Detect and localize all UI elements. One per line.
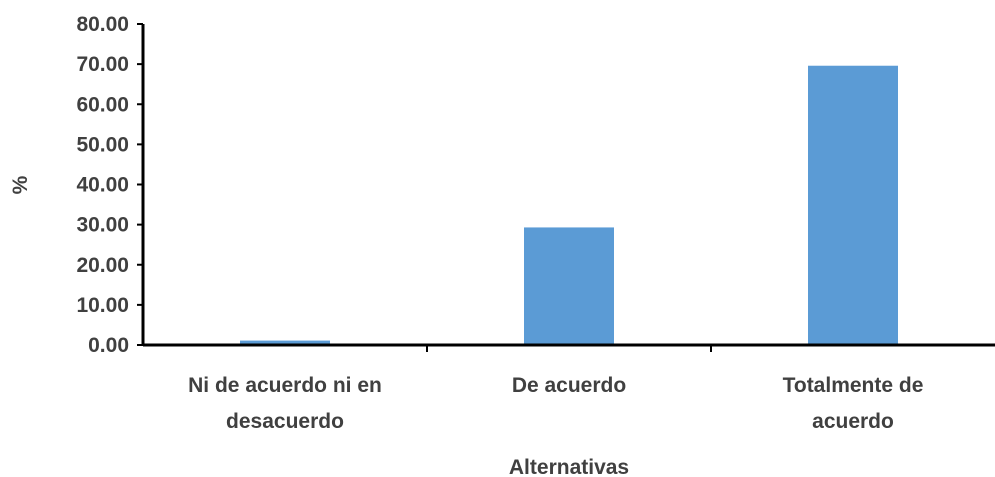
bar (240, 340, 330, 345)
y-tick-label: 80.00 (76, 13, 129, 36)
y-tick-label: 10.00 (76, 294, 129, 317)
x-category-label: Ni de acuerdo ni en (188, 374, 382, 397)
y-tick-label: 50.00 (76, 133, 129, 156)
y-tick-label: 30.00 (76, 214, 129, 237)
y-tick-label: 60.00 (76, 93, 129, 116)
y-axis: 0.00 10.00 20.00 30.00 40.00 50.00 60.00 70.00 8… (76, 13, 145, 357)
bar (808, 65, 898, 345)
y-tick-label: 40.00 (76, 174, 129, 197)
x-category-label: Totalmente de (783, 374, 924, 397)
y-tick-label: 20.00 (76, 254, 129, 277)
y-axis-title: % (9, 175, 32, 194)
bar (524, 227, 614, 345)
bars (240, 65, 898, 345)
x-category-label: De acuerdo (512, 374, 626, 397)
y-tick-label: 70.00 (76, 53, 129, 76)
x-category-label: desacuerdo (226, 410, 344, 433)
x-axis: Ni de acuerdo ni en desacuerdo De acuerdo T… (143, 343, 995, 433)
y-tick-label: 0.00 (88, 334, 129, 357)
x-axis-title: Alternativas (509, 456, 629, 477)
x-category-label: acuerdo (812, 410, 894, 433)
